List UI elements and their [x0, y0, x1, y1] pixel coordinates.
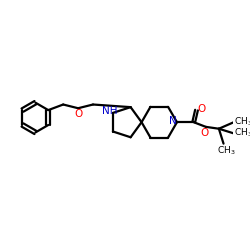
Text: NH: NH	[102, 106, 118, 116]
Text: CH$_3$: CH$_3$	[217, 145, 236, 157]
Text: N: N	[169, 116, 177, 126]
Text: O: O	[201, 128, 209, 138]
Text: CH$_3$: CH$_3$	[234, 126, 250, 139]
Text: CH$_3$: CH$_3$	[234, 115, 250, 128]
Text: O: O	[74, 109, 82, 119]
Text: O: O	[197, 104, 205, 114]
